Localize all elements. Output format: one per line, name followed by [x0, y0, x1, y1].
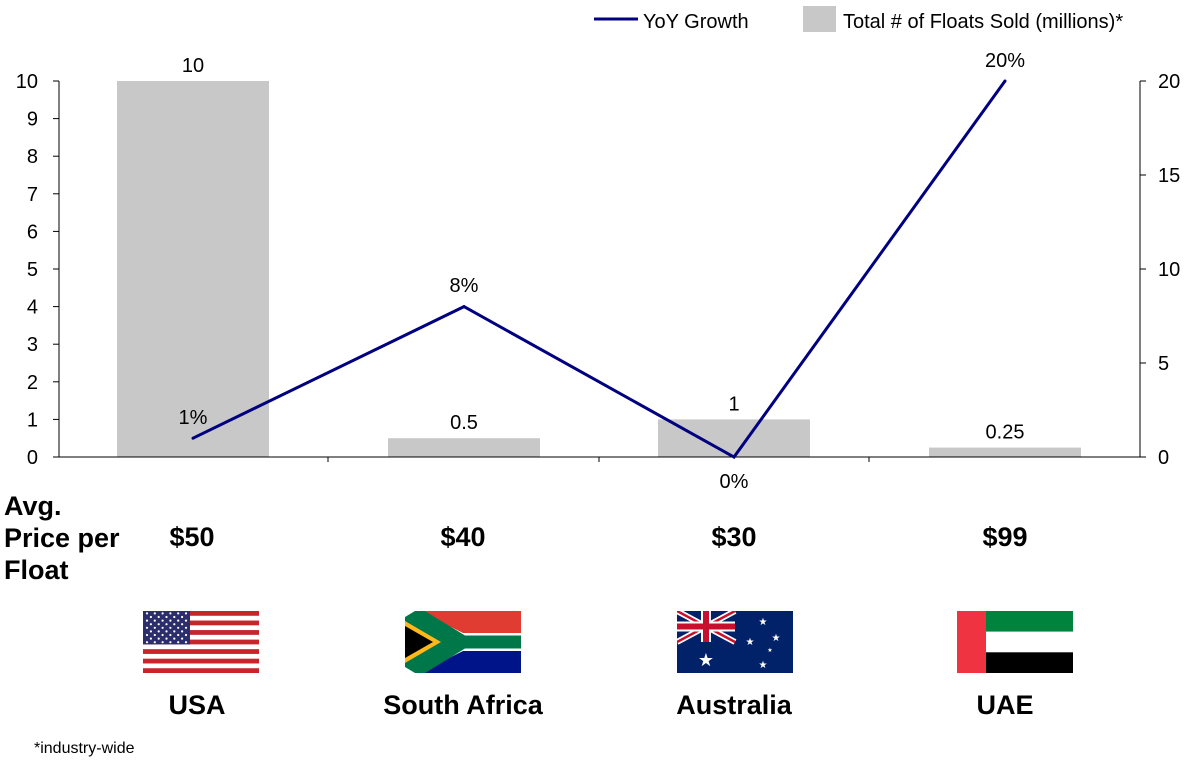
legend-bar-swatch	[803, 6, 836, 32]
country-south-africa: South Africa	[383, 690, 543, 720]
left-axis-tick-label: 0	[27, 447, 38, 469]
legend-line-label: YoY Growth	[643, 11, 749, 33]
price-uae: $99	[982, 522, 1028, 552]
left-axis-tick-label: 6	[27, 221, 38, 243]
left-axis-tick-label: 7	[27, 184, 38, 206]
yoy-growth-label: 0%	[720, 471, 749, 493]
yoy-growth-point	[191, 436, 195, 440]
yoy-growth-point	[1003, 79, 1007, 83]
bar-australia	[658, 419, 810, 457]
svg-text:★: ★	[759, 617, 768, 628]
avg-price-header: Avg. Price per Float	[4, 491, 120, 585]
yoy-growth-line	[192, 80, 1007, 459]
bar-value-label: 1	[728, 393, 739, 415]
bar-usa	[117, 81, 269, 457]
australia-flag: ★ ★ ★ ★ ★ ★	[677, 611, 793, 673]
left-axis-tick-label: 3	[27, 334, 38, 356]
uae-flag	[957, 611, 1073, 673]
left-axis-tick-label: 9	[27, 109, 38, 131]
yoy-growth-label: 1%	[179, 407, 208, 429]
bar-value-label: 0.5	[450, 412, 478, 434]
price-usa: $50	[169, 522, 215, 552]
left-axis-tick-label: 4	[27, 297, 38, 319]
bar-value-label: 0.25	[986, 422, 1025, 444]
svg-text:★: ★	[772, 633, 781, 644]
yoy-growth-point	[732, 455, 736, 459]
usa-flag	[143, 611, 259, 673]
price-south-africa: $40	[440, 522, 486, 552]
left-axis-tick-label: 5	[27, 259, 38, 281]
right-axis-tick-label: 15	[1158, 165, 1180, 187]
right-axis-tick-label: 20	[1158, 71, 1180, 93]
right-axis-tick-label: 10	[1158, 259, 1180, 281]
bar-uae	[929, 447, 1081, 457]
price-australia: $30	[711, 522, 757, 552]
legend-bar-label: Total # of Floats Sold (millions)*	[843, 11, 1123, 33]
yoy-growth-label: 8%	[450, 275, 479, 297]
south-africa-flag	[405, 611, 521, 673]
right-axis-tick-label: 0	[1158, 447, 1169, 469]
bar-value-label: 10	[182, 55, 204, 77]
country-uae: UAE	[976, 690, 1034, 720]
left-axis-tick-label: 10	[16, 71, 38, 93]
svg-text:★: ★	[746, 637, 755, 648]
svg-text:★: ★	[698, 650, 714, 671]
left-axis-tick-label: 8	[27, 146, 38, 168]
svg-text:★: ★	[759, 660, 768, 671]
left-axis-tick-label: 1	[27, 409, 38, 431]
right-axis-tick-label: 5	[1158, 353, 1169, 375]
yoy-growth-point	[462, 305, 466, 309]
country-usa: USA	[168, 690, 226, 720]
left-axis-tick-label: 2	[27, 372, 38, 394]
bar-south-africa	[388, 438, 540, 457]
footnote: *industry-wide	[34, 740, 135, 757]
country-australia: Australia	[676, 690, 792, 720]
yoy-growth-label: 20%	[985, 50, 1025, 72]
svg-text:★: ★	[767, 647, 772, 654]
